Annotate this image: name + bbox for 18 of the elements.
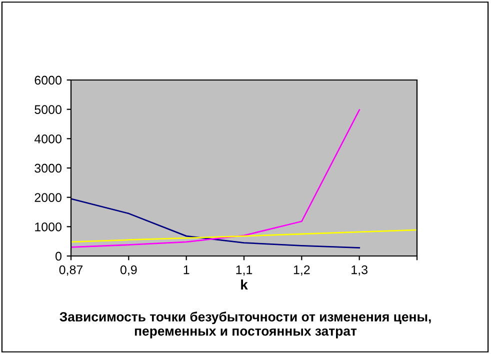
y-tick-label: 1000 (35, 222, 62, 232)
y-tick-label: 5000 (34, 105, 62, 114)
x-axis-title: k (241, 279, 248, 290)
y-tick-label: 6000 (34, 76, 62, 85)
x-tick-label: 1,2 (294, 265, 310, 276)
y-tick-label: 2000 (34, 193, 62, 202)
x-tick-label: 1,1 (236, 265, 252, 276)
x-tick-label: 1,3 (352, 265, 368, 276)
y-tick-label: 4000 (34, 134, 62, 144)
x-tick-label: 0,9 (120, 265, 137, 276)
x-tick-label: 0,87 (59, 265, 83, 276)
line-series (71, 109, 360, 248)
x-tick-label: 1 (184, 265, 190, 274)
y-tick-label: 0 (56, 252, 62, 261)
text: Зависимость точки безубыточности от изменения цены, переменных и постоянных затрат (60, 312, 431, 338)
line-series (71, 198, 360, 248)
line-series (71, 229, 417, 243)
y-tick-label: 3000 (34, 164, 62, 173)
